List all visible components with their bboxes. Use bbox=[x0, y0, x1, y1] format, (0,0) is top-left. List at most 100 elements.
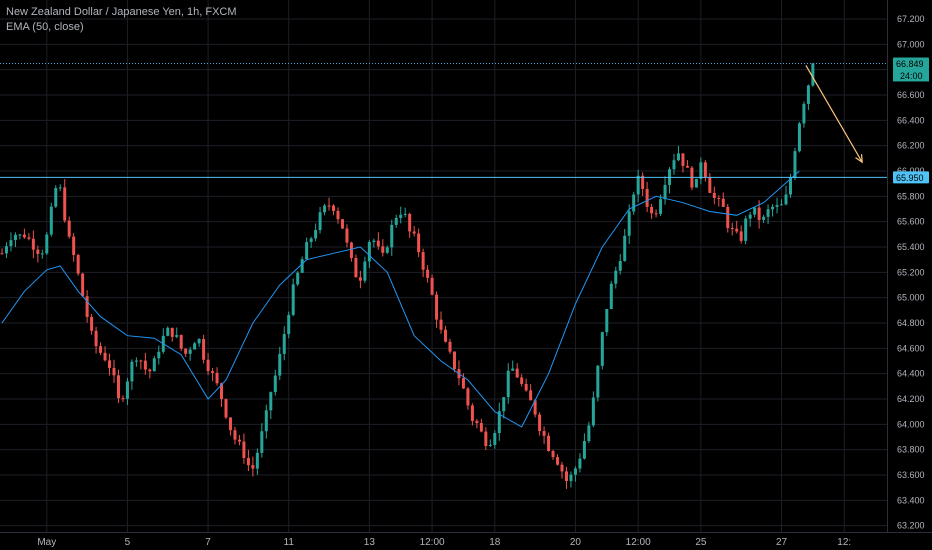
candle-body bbox=[125, 381, 129, 399]
candle-body bbox=[175, 334, 179, 337]
candle-body bbox=[367, 241, 371, 262]
candle-body bbox=[811, 63, 815, 86]
candle-body bbox=[130, 361, 134, 382]
price-axis[interactable]: 67.20067.00066.80066.60066.40066.20066.0… bbox=[897, 14, 925, 531]
price-tick-label: 63.800 bbox=[897, 445, 925, 455]
candle-body bbox=[775, 205, 779, 207]
candle-body bbox=[233, 430, 237, 440]
arrow-shaft bbox=[805, 65, 863, 163]
candle-body bbox=[228, 417, 232, 431]
candle-body bbox=[448, 341, 452, 352]
candle-body bbox=[58, 187, 62, 189]
indicator-title[interactable]: EMA (50, close) bbox=[6, 21, 84, 33]
chart-grid bbox=[0, 0, 887, 532]
candle-body bbox=[650, 206, 654, 214]
price-tick-label: 64.600 bbox=[897, 343, 925, 353]
candle-body bbox=[224, 399, 228, 418]
candle-body bbox=[430, 277, 434, 295]
candle-body bbox=[426, 269, 430, 278]
time-tick-label: May bbox=[37, 537, 56, 548]
candle-body bbox=[269, 392, 273, 411]
candle-body bbox=[27, 237, 31, 239]
candle-body bbox=[721, 198, 725, 207]
candle-body bbox=[206, 359, 210, 372]
price-tick-label: 66.400 bbox=[897, 115, 925, 125]
candle-body bbox=[0, 253, 4, 255]
candle-body bbox=[788, 177, 792, 195]
candle-body bbox=[748, 214, 752, 219]
price-tick-label: 67.000 bbox=[897, 39, 925, 49]
candle-body bbox=[318, 212, 322, 231]
candle-body bbox=[726, 206, 730, 229]
price-tick-label: 67.200 bbox=[897, 14, 925, 24]
price-tick-label: 65.200 bbox=[897, 267, 925, 277]
candle-body bbox=[134, 360, 138, 362]
price-tick-label: 65.000 bbox=[897, 293, 925, 303]
candle-body bbox=[497, 411, 501, 434]
candle-body bbox=[762, 216, 766, 220]
price-tick-label: 65.600 bbox=[897, 217, 925, 227]
candle-body bbox=[587, 425, 591, 442]
candle-body bbox=[296, 272, 300, 285]
candle-body bbox=[399, 214, 403, 218]
price-tick-label: 63.600 bbox=[897, 470, 925, 480]
price-badges: 66.849 65.950 24:00 bbox=[893, 57, 929, 184]
price-tick-label: 65.400 bbox=[897, 242, 925, 252]
candle-body bbox=[533, 400, 537, 415]
candle-body bbox=[802, 103, 806, 124]
candle-body bbox=[237, 439, 241, 442]
candle-body bbox=[40, 253, 44, 255]
candle-body bbox=[376, 240, 380, 247]
candle-body bbox=[211, 371, 215, 373]
candle-body bbox=[166, 327, 170, 336]
candle-body bbox=[327, 205, 331, 207]
candle-body bbox=[739, 231, 743, 241]
candle-body bbox=[394, 217, 398, 225]
price-badge-label: 66.849 bbox=[896, 59, 924, 69]
candle-body bbox=[9, 240, 13, 247]
symbol-title[interactable]: New Zealand Dollar / Japanese Yen, 1h, F… bbox=[6, 6, 237, 18]
candle-body bbox=[475, 420, 479, 424]
candle-body bbox=[345, 228, 349, 243]
candle-body bbox=[121, 398, 125, 400]
candle-body bbox=[699, 162, 703, 179]
candle-body bbox=[287, 314, 291, 335]
candle-body bbox=[363, 261, 367, 281]
candle-body bbox=[36, 249, 40, 254]
candle-body bbox=[506, 370, 510, 398]
candle-body bbox=[784, 194, 788, 205]
countdown-badge bbox=[893, 69, 929, 82]
candle-body bbox=[484, 431, 488, 446]
candle-body bbox=[753, 207, 757, 215]
candle-body bbox=[381, 246, 385, 253]
candle-body bbox=[260, 431, 264, 453]
candle-body bbox=[408, 213, 412, 232]
candle-body bbox=[170, 327, 174, 337]
price-badge-support bbox=[893, 171, 929, 184]
candle-body bbox=[220, 383, 224, 400]
price-tick-label: 63.200 bbox=[897, 521, 925, 531]
candle-body bbox=[309, 238, 313, 243]
candle-body bbox=[793, 151, 797, 178]
candle-body bbox=[703, 162, 707, 178]
time-axis[interactable]: May 5 7 11 13 12:00 18 20 12:00 25 27 12: bbox=[37, 537, 851, 548]
candle-body bbox=[623, 235, 627, 262]
candle-body bbox=[242, 441, 246, 458]
candle-body bbox=[94, 330, 98, 347]
candle-body bbox=[578, 458, 582, 469]
time-tick-label: 12:00 bbox=[420, 537, 445, 548]
chart-legend: New Zealand Dollar / Japanese Yen, 1h, F… bbox=[6, 5, 237, 35]
countdown-label: 24:00 bbox=[900, 71, 923, 81]
candle-body bbox=[439, 319, 443, 330]
candle-body bbox=[797, 123, 801, 152]
candle-body bbox=[757, 207, 761, 220]
candle-body bbox=[108, 360, 112, 368]
price-tick-label: 66.600 bbox=[897, 90, 925, 100]
candle-body bbox=[663, 184, 667, 200]
time-tick-label: 12:00 bbox=[626, 537, 651, 548]
candle-body bbox=[452, 351, 456, 370]
candle-body bbox=[358, 277, 362, 281]
candle-body bbox=[735, 228, 739, 232]
time-tick-label: 27 bbox=[776, 537, 788, 548]
